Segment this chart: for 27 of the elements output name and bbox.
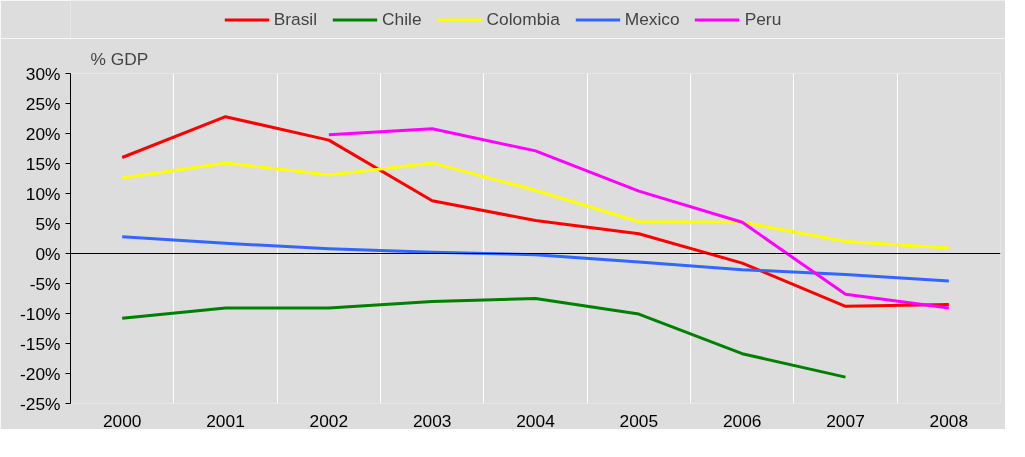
y-tick-label: 25% — [25, 93, 61, 114]
y-tick-label: 0% — [35, 243, 61, 264]
y-tick-label: -25% — [20, 393, 61, 414]
y-tick-label: -15% — [20, 333, 61, 354]
x-tick-label: 2000 — [102, 410, 142, 431]
y-axis-title: % GDP — [90, 48, 149, 69]
x-tick-label: 2005 — [619, 410, 659, 431]
y-tick-label: 5% — [35, 213, 61, 234]
y-tick-label: -5% — [29, 273, 61, 294]
x-tick-label: 2007 — [826, 410, 865, 431]
y-tick-label: 20% — [25, 123, 61, 144]
x-tick-label: 2001 — [206, 410, 245, 431]
x-tick-label: 2003 — [412, 410, 452, 431]
legend-label: Peru — [744, 8, 782, 30]
x-tick-label: 2008 — [929, 410, 969, 431]
legend-label: Mexico — [624, 8, 680, 30]
legend-label: Chile — [382, 8, 422, 30]
y-tick-label: 10% — [25, 183, 61, 204]
y-tick-label: 30% — [25, 63, 61, 84]
y-tick-label: -10% — [20, 303, 61, 324]
legend-label: Colombia — [486, 8, 560, 30]
x-tick-label: 2006 — [722, 410, 762, 431]
x-tick-label: 2002 — [309, 410, 349, 431]
y-tick-label: -20% — [20, 363, 61, 384]
x-tick-label: 2004 — [516, 410, 556, 431]
y-tick-label: 15% — [25, 153, 61, 174]
legend-label: Brasil — [273, 8, 318, 30]
